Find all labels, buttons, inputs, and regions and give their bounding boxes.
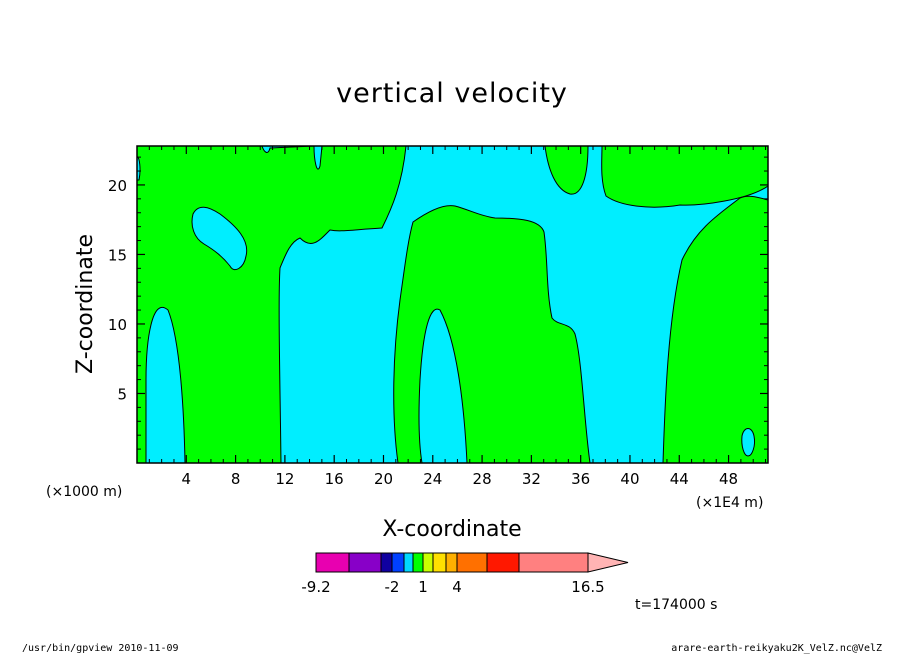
x-tick-label: 24 (423, 470, 442, 488)
plot-frame (136, 145, 769, 464)
colorbar-tick-label: -9.2 (301, 578, 330, 596)
colorbar-segment (456, 552, 488, 573)
colorbar-segment (380, 552, 393, 573)
colorbar-segment (445, 552, 458, 573)
x-tick-label: 48 (719, 470, 738, 488)
colorbar-segment (432, 552, 447, 573)
colorbar-segment (403, 552, 414, 573)
x-tick-label: 32 (522, 470, 541, 488)
time-label: t=174000 s (635, 597, 717, 613)
colorbar-segment (391, 552, 405, 573)
colorbar-tick-label: 4 (452, 578, 462, 596)
colorbar-arrow (587, 552, 629, 573)
y-axis: 5 10 15 20 (108, 156, 768, 450)
chart-title: vertical velocity (336, 78, 568, 109)
x-axis: 4 8 12 16 20 24 28 32 36 40 44 48 (148, 146, 767, 488)
colorbar (315, 552, 629, 573)
plot-area (137, 146, 768, 463)
colorbar-segment (412, 552, 424, 573)
y-tick-label: 15 (108, 246, 127, 264)
colorbar-tick-label: 1 (418, 578, 428, 596)
x-tick-label: 8 (231, 470, 241, 488)
x-tick-label: 36 (571, 470, 590, 488)
green-region-top-right-2 (601, 146, 768, 208)
colorbar-segment (348, 552, 382, 573)
y-tick-label: 10 (108, 316, 127, 334)
colorbar-tick-label: -2 (385, 578, 400, 596)
green-region-center (393, 205, 591, 463)
cyan-island-lower-right (741, 428, 755, 457)
colorbar-labels: -9.2 -2 1 4 16.5 (301, 578, 604, 596)
green-region-right (662, 195, 768, 463)
colorbar-segment (422, 552, 434, 573)
cyan-island-upper-left (191, 206, 248, 271)
y-tick-label: 20 (108, 177, 127, 195)
y-tick-label: 5 (117, 385, 127, 403)
colorbar-segment (315, 552, 350, 573)
green-region-top-right (544, 146, 589, 195)
x-tick-label: 28 (473, 470, 492, 488)
footer-left: /usr/bin/gpview 2010-11-09 (22, 643, 179, 654)
colorbar-tick-label: 16.5 (571, 578, 604, 596)
x-scale-note-right: (×1E4 m) (696, 495, 763, 511)
colorbar-segment (518, 552, 589, 573)
colorbar-segment (486, 552, 520, 573)
x-tick-label: 44 (670, 470, 689, 488)
x-tick-label: 40 (620, 470, 639, 488)
x-tick-label: 4 (182, 470, 192, 488)
footer-right: arare-earth-reikyaku2K_VelZ.nc@VelZ (671, 643, 882, 654)
x-axis-label: X-coordinate (382, 517, 521, 542)
x-tick-label: 16 (325, 470, 344, 488)
x-scale-note: (×1000 m) (46, 484, 122, 500)
x-tick-label: 20 (374, 470, 393, 488)
x-tick-label: 12 (275, 470, 294, 488)
y-axis-label: Z-coordinate (73, 234, 98, 374)
